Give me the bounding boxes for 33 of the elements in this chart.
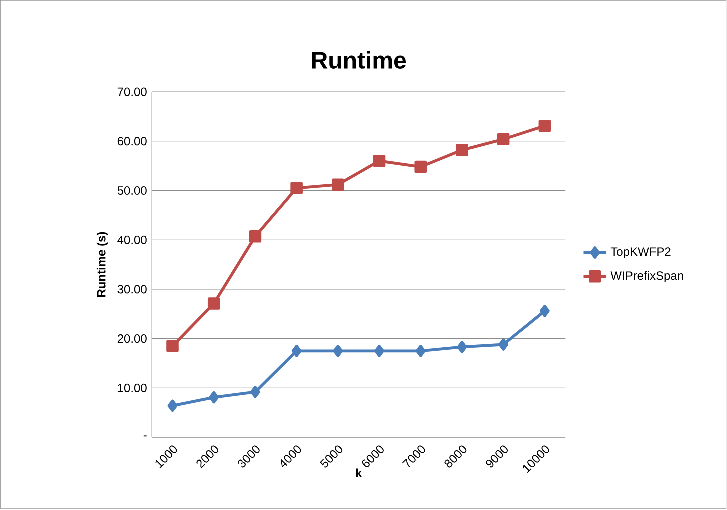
point bbox=[209, 392, 220, 404]
point bbox=[250, 386, 260, 398]
chart-title: Runtime bbox=[312, 52, 406, 70]
point bbox=[456, 144, 468, 157]
y-tick-label: 60.00 bbox=[118, 137, 147, 146]
point bbox=[208, 298, 220, 310]
point bbox=[497, 134, 510, 146]
y-tick-label: 70.00 bbox=[118, 88, 147, 97]
point bbox=[414, 161, 427, 174]
point bbox=[373, 155, 386, 168]
y-tick-label: 40.00 bbox=[118, 236, 147, 245]
legend-label: TopKWFP2 bbox=[610, 248, 671, 259]
point bbox=[333, 345, 344, 358]
point bbox=[540, 305, 550, 318]
x-axis-title: k bbox=[356, 469, 362, 478]
y-tick-label: 10.00 bbox=[118, 384, 147, 393]
y-tick-label: 30.00 bbox=[118, 285, 147, 294]
y-tick-label: - bbox=[144, 436, 147, 437]
point bbox=[249, 230, 262, 244]
point bbox=[168, 400, 178, 412]
point bbox=[416, 345, 426, 358]
y-tick-label: 20.00 bbox=[118, 334, 147, 344]
y-axis-title: Runtime (s) bbox=[96, 232, 108, 298]
y-tick-label: 50.00 bbox=[118, 186, 147, 196]
point bbox=[292, 345, 302, 358]
point bbox=[538, 120, 552, 132]
point bbox=[374, 345, 384, 358]
point bbox=[457, 341, 468, 354]
point bbox=[332, 178, 344, 192]
point bbox=[498, 338, 509, 352]
point bbox=[166, 340, 179, 353]
legend-label: WIPrefixSpan bbox=[610, 272, 684, 283]
point bbox=[290, 182, 303, 195]
